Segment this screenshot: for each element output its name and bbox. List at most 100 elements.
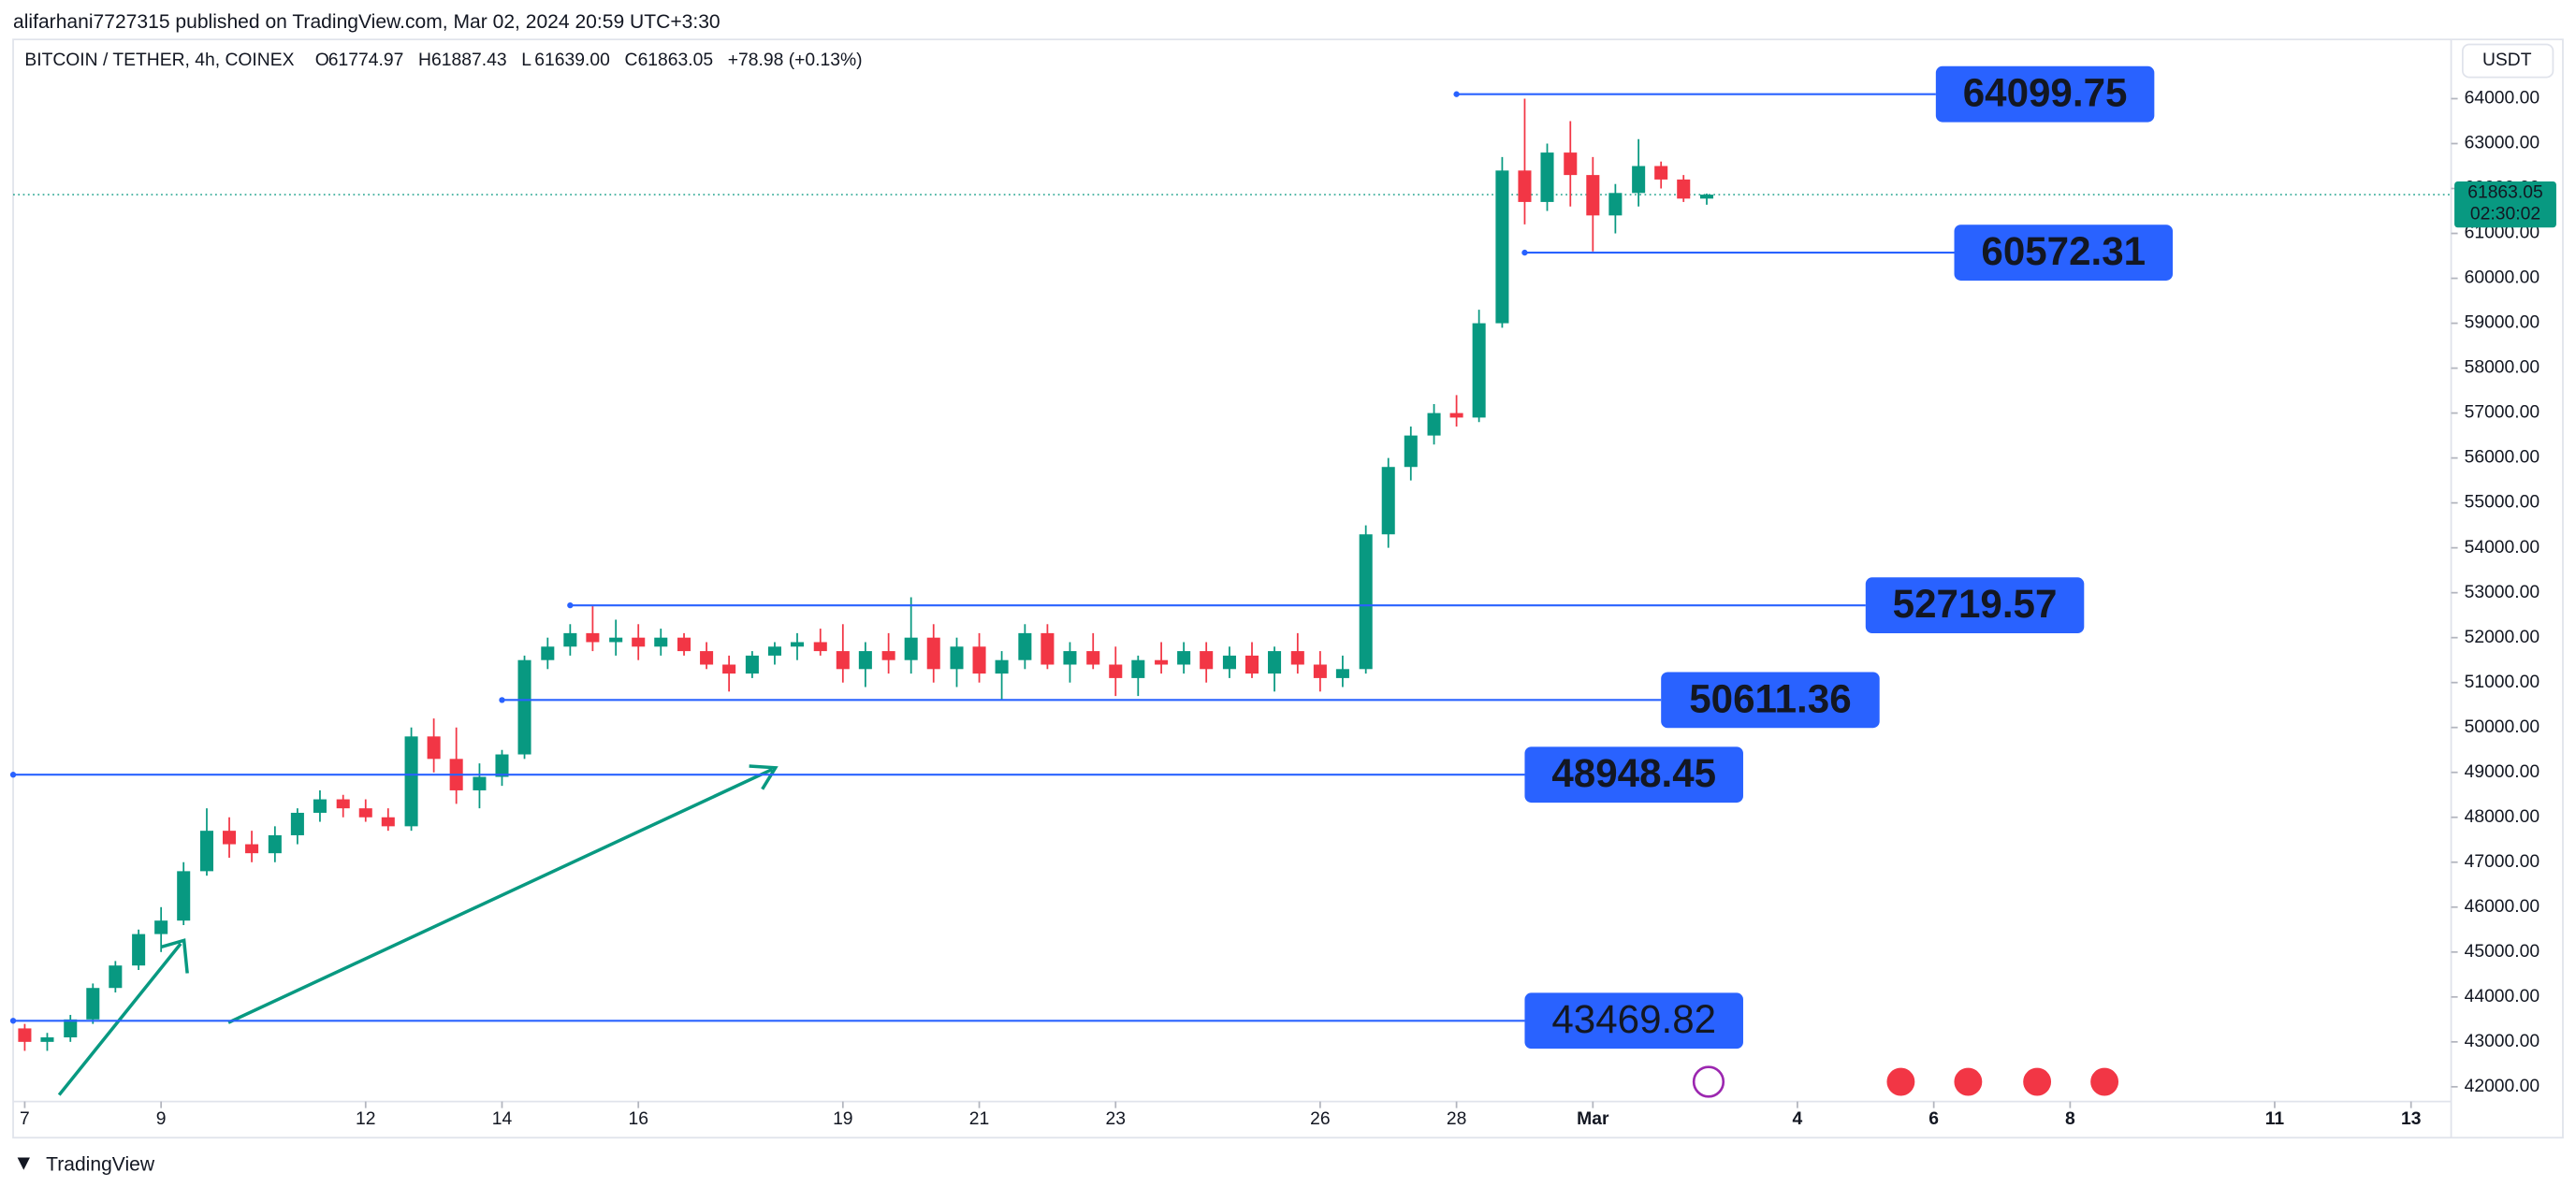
legend-text: 61774.97 [328, 51, 404, 70]
y-tick-label: 54000.00 [2465, 538, 2540, 557]
y-tick-label: 64000.00 [2465, 89, 2540, 109]
y-tick-label: 58000.00 [2465, 358, 2540, 378]
x-tick-label: 19 [833, 1109, 852, 1129]
candle-body [290, 812, 304, 835]
event-icon[interactable] [2088, 1065, 2120, 1098]
trend-arrow [57, 938, 189, 1096]
legend-text: 61863.05 [638, 51, 714, 70]
candle-body [86, 988, 100, 1020]
x-tick-label: 7 [20, 1109, 30, 1129]
candle-body [1313, 664, 1327, 678]
candle-body [950, 646, 964, 670]
publish-info: alifarhani7727315 published on TradingVi… [13, 11, 720, 33]
y-tick-label: 60000.00 [2465, 268, 2540, 288]
event-icon[interactable] [1692, 1065, 1725, 1098]
candle-body [1177, 651, 1191, 665]
level-anchor [9, 772, 17, 778]
candle-body [358, 808, 372, 818]
brand-logo[interactable]: ▼ [13, 1150, 35, 1174]
candle-body [926, 637, 940, 670]
candle-body [18, 1028, 32, 1042]
x-tick-label: 13 [2401, 1109, 2422, 1129]
candle-body [154, 920, 168, 934]
candle-body [609, 637, 623, 643]
x-tick-label: 11 [2265, 1109, 2285, 1129]
trend-arrow [227, 764, 779, 1024]
y-tick-label: 61000.00 [2465, 224, 2540, 243]
event-icon[interactable] [1952, 1065, 1985, 1098]
candle-body [1540, 152, 1554, 202]
candle-body [1335, 669, 1349, 678]
candle-body [1381, 467, 1395, 535]
candle-body [1222, 655, 1236, 670]
legend-text: +78.98 (+0.13%) [728, 51, 863, 70]
level-label-box [1524, 746, 1743, 803]
candle-body [109, 965, 123, 989]
currency-box[interactable] [2461, 43, 2554, 79]
candle-body [473, 776, 487, 790]
currency[interactable]: USDT [2482, 51, 2532, 70]
y-tick-label: 59000.00 [2465, 313, 2540, 333]
candle-body [1404, 435, 1418, 468]
event-icon[interactable] [1885, 1065, 1917, 1098]
level-label: 43469.82 [1551, 997, 1716, 1041]
candle-body [1677, 179, 1691, 199]
x-tick-label: 16 [628, 1109, 648, 1129]
level-label: 60572.31 [1981, 229, 2146, 273]
candle-body [995, 659, 1009, 674]
candle-body [1449, 413, 1463, 418]
candle-body [1290, 651, 1304, 665]
x-tick-label: 12 [356, 1109, 375, 1129]
candle-body [495, 754, 509, 777]
x-tick-label: 8 [2065, 1109, 2075, 1129]
candle-body [1564, 152, 1578, 176]
candle-body [199, 831, 214, 872]
y-tick-label: 43000.00 [2465, 1032, 2540, 1051]
x-tick-label: 21 [969, 1109, 989, 1129]
candle-body [1063, 651, 1077, 665]
x-tick-label: 28 [1447, 1109, 1466, 1129]
level-label-box [1661, 672, 1880, 729]
candle-body [1495, 170, 1509, 324]
x-tick-label: Mar [1577, 1109, 1609, 1129]
candle-body [40, 1037, 54, 1042]
candle-body [632, 637, 646, 647]
y-tick-label: 44000.00 [2465, 987, 2540, 1006]
candle-body [790, 642, 805, 647]
candle-body [722, 664, 736, 674]
candle-body [586, 632, 600, 643]
y-tick-label: 49000.00 [2465, 762, 2540, 782]
candle-body [1608, 193, 1623, 216]
candle-body [745, 655, 759, 674]
candle-body [336, 799, 350, 809]
candle-body [677, 637, 691, 652]
candle-body [1472, 323, 1486, 418]
event-icon[interactable] [2021, 1065, 2053, 1098]
legend-text: C [625, 51, 638, 70]
y-tick-label: 50000.00 [2465, 717, 2540, 737]
candle-body [1699, 195, 1714, 199]
candle-body [517, 659, 531, 755]
y-tick-label: 51000.00 [2465, 673, 2540, 692]
candle-body [1518, 170, 1532, 202]
y-tick-label: 56000.00 [2465, 448, 2540, 468]
legend-text: O [315, 51, 329, 70]
candle-body [1586, 175, 1600, 216]
candle-body [881, 651, 895, 660]
candle-body [836, 651, 850, 670]
level-label-box [1865, 577, 2085, 634]
x-tick-label: 6 [1928, 1109, 1939, 1129]
candle-body [813, 642, 827, 652]
legend-text: BITCOIN / TETHER, 4h, COINEX [24, 51, 294, 70]
x-tick-label: 14 [492, 1109, 513, 1129]
candle-body [1041, 632, 1055, 665]
last-price-label: 61863.05 [2467, 182, 2543, 202]
candle-body [1200, 651, 1214, 670]
level-label: 50611.36 [1689, 676, 1851, 720]
last-price-box [2454, 181, 2556, 228]
candle-body [404, 736, 418, 827]
brand[interactable]: TradingView [46, 1154, 155, 1176]
candle-body [1359, 534, 1373, 670]
level-label: 64099.75 [1963, 71, 2128, 115]
